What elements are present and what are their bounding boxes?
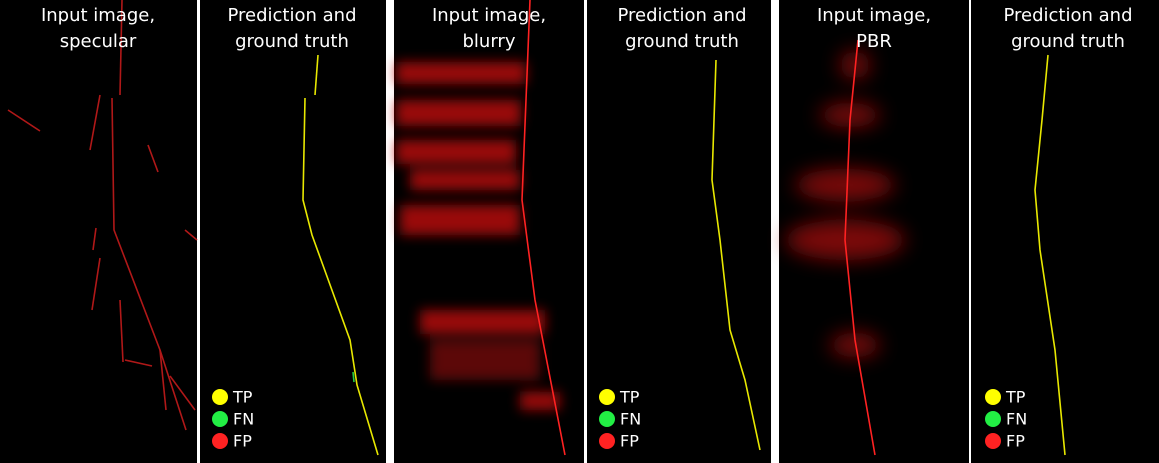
legend-label: FP: [1006, 432, 1025, 451]
panel-title: specular: [60, 31, 137, 52]
legend-swatch: [212, 411, 228, 427]
panel-title: PBR: [856, 31, 892, 52]
panel: [587, 0, 771, 463]
panel-title: ground truth: [1011, 31, 1125, 52]
false-negative: [353, 372, 354, 382]
panel-title: Input image,: [41, 5, 155, 26]
panel-title: ground truth: [235, 31, 349, 52]
legend-label: FP: [620, 432, 639, 451]
legend-label: TP: [232, 388, 253, 407]
panel-title: Prediction and: [617, 5, 746, 26]
legend-swatch: [985, 411, 1001, 427]
panel-title: ground truth: [625, 31, 739, 52]
legend-label: TP: [1005, 388, 1026, 407]
legend-label: FN: [1006, 410, 1027, 429]
legend-swatch: [212, 389, 228, 405]
figure: Input image, specular Prediction and gro…: [0, 0, 1159, 463]
panel: [0, 0, 197, 463]
panel-title: blurry: [463, 31, 516, 52]
panel-title: Prediction and: [227, 5, 356, 26]
legend-swatch: [599, 411, 615, 427]
panel: [200, 0, 386, 463]
legend-swatch: [985, 389, 1001, 405]
legend-swatch: [599, 389, 615, 405]
panel-title: Prediction and: [1003, 5, 1132, 26]
panel-title: Input image,: [432, 5, 546, 26]
legend-swatch: [599, 433, 615, 449]
legend-swatch: [985, 433, 1001, 449]
legend-label: FN: [233, 410, 254, 429]
legend-label: FP: [233, 432, 252, 451]
legend-swatch: [212, 433, 228, 449]
legend-label: TP: [619, 388, 640, 407]
panel-title: Input image,: [817, 5, 931, 26]
legend-label: FN: [620, 410, 641, 429]
